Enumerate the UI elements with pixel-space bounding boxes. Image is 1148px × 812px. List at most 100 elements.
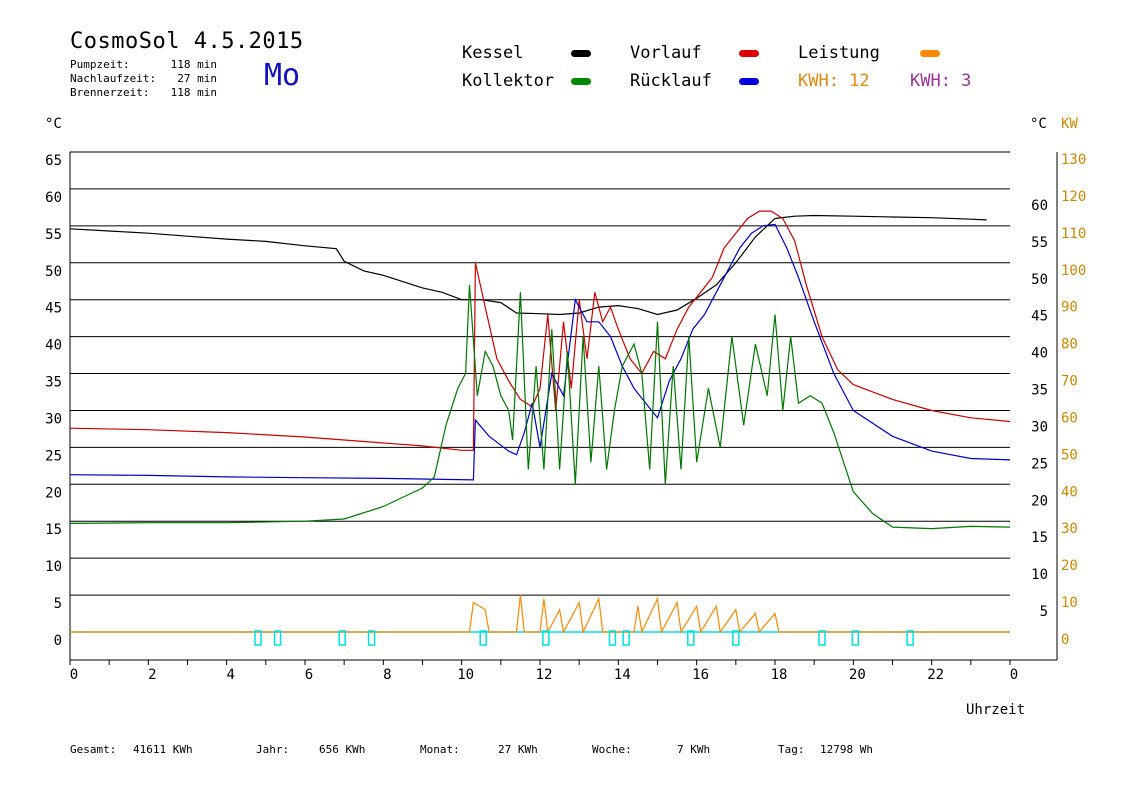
footer-tag-label: Tag: [778, 743, 805, 756]
y-tick-left: 45 [45, 301, 62, 317]
pump-marker [254, 630, 262, 646]
y-tick-right-c: 50 [1031, 272, 1048, 288]
x-tick-label: 22 [927, 667, 944, 683]
y-tick-left: 5 [54, 596, 62, 612]
y-tick-right-c: 25 [1031, 456, 1048, 472]
x-tick-label: 18 [771, 667, 788, 683]
info-nachlaufzeit-value: 27 min [177, 72, 217, 85]
x-tick-label: 20 [849, 667, 866, 683]
info-nachlaufzeit-label: Nachlaufzeit: [70, 72, 157, 85]
y-tick-left: 50 [45, 264, 62, 280]
y-tick-left: 15 [45, 522, 62, 538]
right-axis-unit-c: °C [1030, 116, 1047, 132]
y-tick-left: 25 [45, 448, 62, 464]
y-tick-left: 20 [45, 485, 62, 501]
legend-ruecklauf-swatch [739, 78, 759, 85]
y-tick-right-kw: 50 [1061, 447, 1078, 463]
weekday-label: Mo [264, 58, 301, 93]
info-pumpzeit-value: 118 min [170, 58, 217, 71]
pump-marker [851, 630, 860, 646]
x-tick-label: 12 [536, 667, 553, 683]
x-tick-label: 10 [457, 667, 474, 683]
footer-jahr-value: 656 KWh [319, 743, 366, 756]
pump-marker [687, 630, 695, 646]
right-axis-unit-kw: KW [1061, 116, 1078, 132]
y-tick-right-c: 55 [1031, 235, 1048, 251]
x-tick-label: 8 [383, 667, 391, 683]
pump-marker [608, 630, 617, 646]
y-tick-right-c: 30 [1031, 419, 1048, 435]
y-tick-right-kw: 30 [1061, 521, 1078, 537]
x-axis-label: Uhrzeit [966, 702, 1026, 718]
y-tick-right-kw: 100 [1061, 263, 1086, 279]
pump-marker [818, 630, 826, 646]
legend-vorlauf: Vorlauf [630, 43, 702, 63]
pump-marker [338, 630, 346, 646]
y-tick-right-kw: 0 [1061, 632, 1069, 648]
y-tick-right-c: 15 [1031, 530, 1048, 546]
x-tick-label: 0 [1010, 667, 1018, 683]
pump-marker [367, 630, 376, 646]
left-axis-unit: °C [45, 116, 62, 132]
footer-gesamt-value: 41611 KWh [133, 743, 193, 756]
footer-jahr-label: Jahr: [256, 743, 290, 756]
info-brennerzeit-label: Brennerzeit: [70, 86, 150, 99]
legend-leistung: Leistung [798, 43, 880, 63]
footer-tag-value: 12798 Wh [820, 743, 873, 756]
y-tick-right-kw: 10 [1061, 595, 1078, 611]
pump-marker [273, 630, 282, 646]
pump-marker [906, 630, 914, 646]
x-tick-label: 4 [226, 667, 234, 683]
y-tick-left: 40 [45, 338, 62, 354]
series-leistung [70, 595, 1010, 635]
pump-marker [542, 630, 550, 646]
x-tick-label: 14 [614, 667, 631, 683]
x-tick-label: 6 [305, 667, 313, 683]
legend-leistung-swatch [920, 50, 940, 57]
y-tick-right-kw: 110 [1061, 226, 1086, 242]
y-tick-right-c: 60 [1031, 198, 1048, 214]
legend-ruecklauf: Rücklauf [630, 71, 712, 91]
footer-gesamt-label: Gesamt: [70, 743, 117, 756]
chart-tick-labels: 0510152025303540455055606551015202530354… [45, 152, 1086, 683]
footer-monat-value: 27 KWh [498, 743, 538, 756]
y-tick-right-c: 45 [1031, 309, 1048, 325]
y-tick-left: 60 [45, 190, 62, 206]
pump-marker [732, 630, 740, 646]
y-tick-left: 10 [45, 559, 62, 575]
y-tick-right-c: 35 [1031, 383, 1048, 399]
legend-kessel-swatch [571, 50, 591, 57]
series-ruecklauf [69, 223, 1011, 481]
legend-kwh-2: KWH: 3 [910, 71, 972, 91]
legend-kwh-1: KWH: 12 [798, 71, 870, 91]
legend-kollektor: Kollektor [462, 71, 555, 91]
series-kollektor [69, 284, 1011, 530]
y-tick-right-c: 20 [1031, 493, 1048, 509]
x-tick-label: 2 [148, 667, 156, 683]
chart-title: CosmoSol 4.5.2015 [70, 29, 304, 54]
chart-pump-markers [254, 630, 914, 646]
x-tick-label: 0 [70, 667, 78, 683]
y-tick-left: 65 [45, 153, 62, 169]
y-tick-right-c: 10 [1031, 567, 1048, 583]
legend-kessel: Kessel [462, 43, 524, 63]
legend-vorlauf-swatch [739, 50, 759, 57]
y-tick-right-kw: 70 [1061, 374, 1078, 390]
x-tick-label: 16 [692, 667, 709, 683]
y-tick-left: 55 [45, 227, 62, 243]
chart-grid [70, 151, 1010, 596]
chart-axes [69, 152, 1058, 665]
y-tick-right-kw: 20 [1061, 558, 1078, 574]
footer-monat-label: Monat: [420, 743, 460, 756]
footer-woche-label: Woche: [592, 743, 632, 756]
series-kessel [69, 214, 987, 316]
y-tick-right-kw: 60 [1061, 410, 1078, 426]
y-tick-right-c: 5 [1040, 604, 1048, 620]
chart-series [69, 210, 1011, 635]
y-tick-right-c: 40 [1031, 346, 1048, 362]
pump-marker [479, 630, 487, 646]
info-brennerzeit-value: 118 min [170, 86, 217, 99]
y-tick-left: 30 [45, 411, 62, 427]
y-tick-left: 35 [45, 375, 62, 391]
